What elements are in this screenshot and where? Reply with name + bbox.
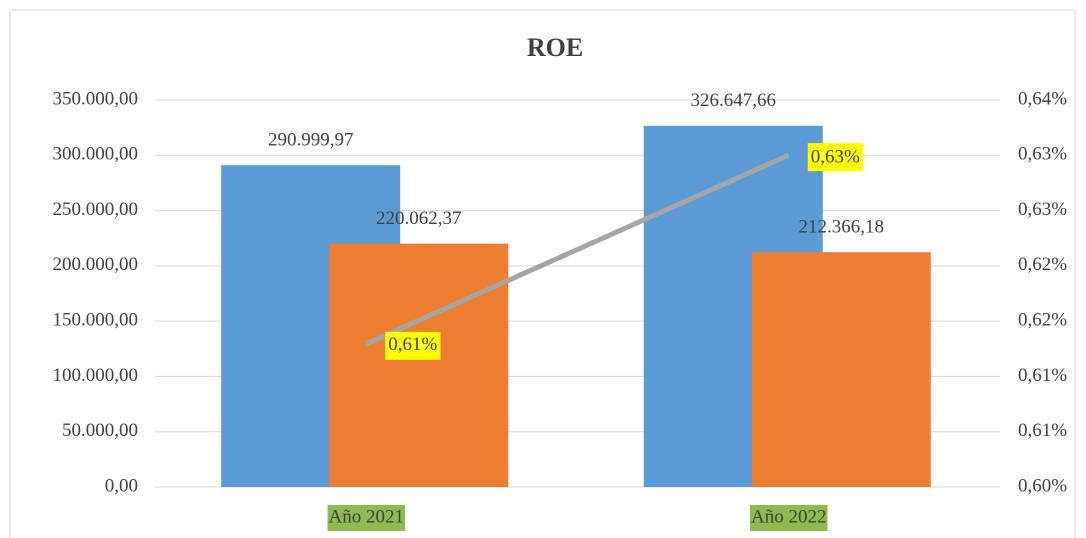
y2-tick-label: 0,61% bbox=[1018, 420, 1067, 441]
y2-tick-label: 0,64% bbox=[1018, 88, 1067, 109]
y-tick-label: 100.000,00 bbox=[53, 365, 139, 386]
y2-tick-label: 0,63% bbox=[1018, 144, 1067, 165]
bar bbox=[329, 243, 509, 487]
y2-tick-label: 0,60% bbox=[1018, 475, 1067, 496]
y-tick-label: 200.000,00 bbox=[53, 254, 139, 275]
data-label: 212.366,18 bbox=[799, 217, 885, 238]
bar bbox=[751, 252, 931, 487]
line-label-highlight bbox=[807, 143, 863, 172]
y-tick-label: 350.000,00 bbox=[53, 88, 139, 109]
data-label: 220.062,37 bbox=[376, 208, 462, 229]
x-tick-highlight bbox=[327, 505, 405, 531]
y2-tick-label: 0,63% bbox=[1018, 199, 1067, 220]
data-label: 290.999,97 bbox=[268, 130, 354, 151]
y-tick-label: 50.000,00 bbox=[62, 420, 138, 441]
y2-tick-label: 0,62% bbox=[1018, 254, 1067, 275]
y-tick-label: 250.000,00 bbox=[53, 199, 139, 220]
x-tick-highlight bbox=[750, 505, 828, 531]
line-data-label: 0,61% bbox=[388, 334, 437, 355]
y-tick-label: 300.000,00 bbox=[53, 144, 139, 165]
line bbox=[365, 152, 790, 347]
data-label: 326.647,66 bbox=[691, 90, 777, 111]
line-label-highlight bbox=[385, 331, 441, 360]
x-tick-label: Año 2021 bbox=[329, 506, 404, 527]
y2-tick-label: 0,62% bbox=[1018, 310, 1067, 331]
line-data-label: 0,63% bbox=[811, 147, 860, 168]
y-tick-label: 0,00 bbox=[105, 475, 138, 496]
x-tick-label: Año 2022 bbox=[751, 506, 826, 527]
y-tick-label: 150.000,00 bbox=[53, 310, 139, 331]
y2-tick-label: 0,61% bbox=[1018, 365, 1067, 386]
chart-title: ROE bbox=[527, 33, 583, 62]
